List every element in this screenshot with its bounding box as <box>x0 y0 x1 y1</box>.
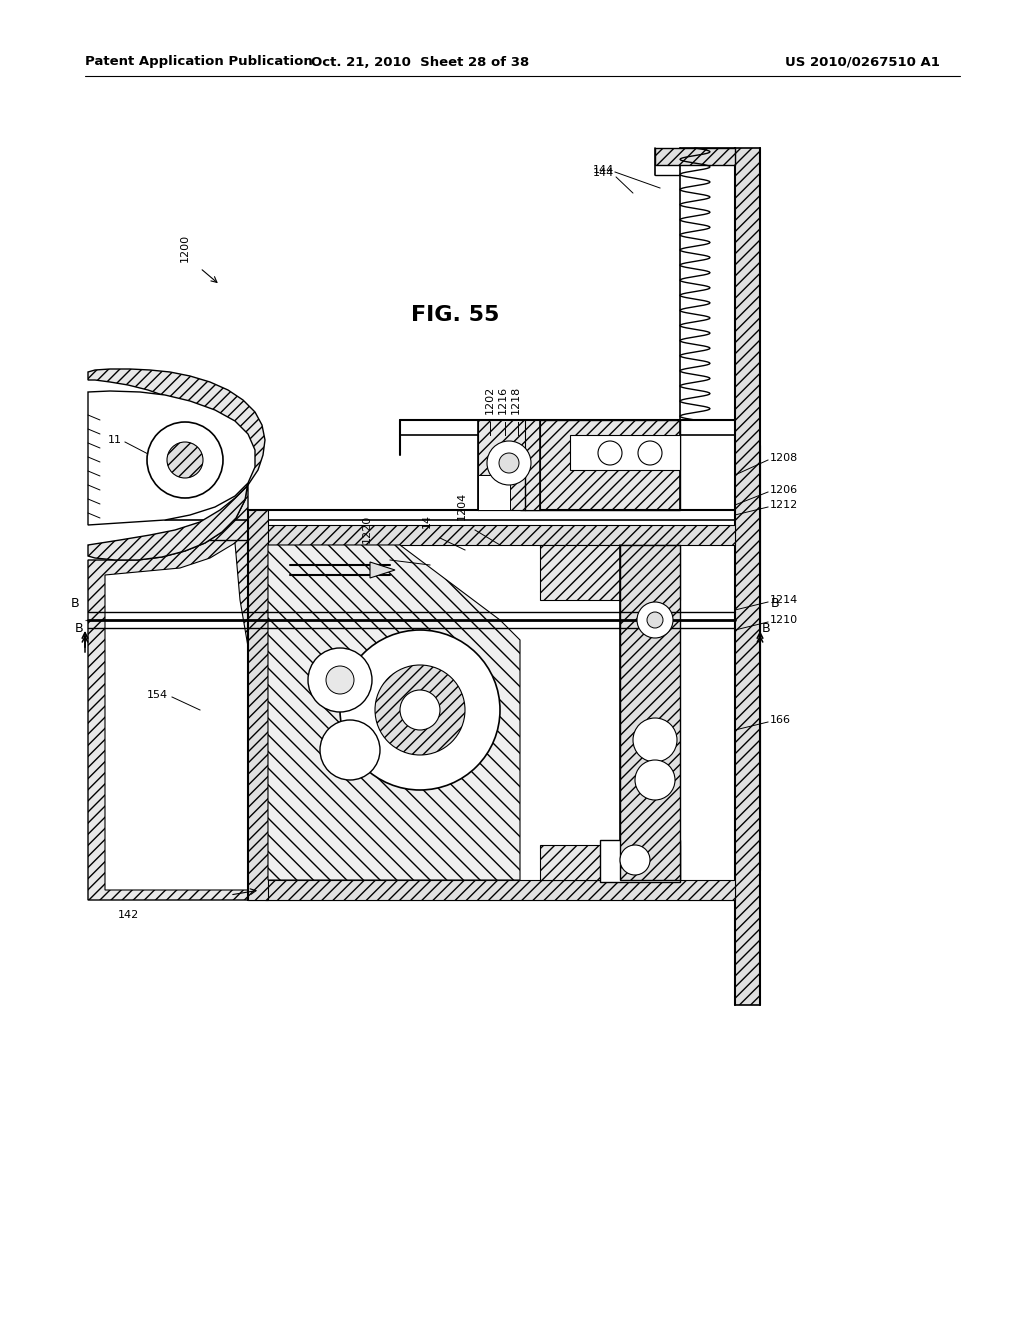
Polygon shape <box>105 543 380 890</box>
Text: FIG. 55: FIG. 55 <box>411 305 499 325</box>
Polygon shape <box>540 845 680 880</box>
Circle shape <box>340 630 500 789</box>
Text: US 2010/0267510 A1: US 2010/0267510 A1 <box>785 55 940 69</box>
Circle shape <box>635 760 675 800</box>
Text: Oct. 21, 2010  Sheet 28 of 38: Oct. 21, 2010 Sheet 28 of 38 <box>311 55 529 69</box>
Polygon shape <box>478 420 525 475</box>
Text: 1200: 1200 <box>180 234 190 263</box>
Text: 1210: 1210 <box>770 615 798 624</box>
Text: B: B <box>75 622 83 635</box>
Text: B: B <box>762 622 771 635</box>
Polygon shape <box>88 482 390 900</box>
Polygon shape <box>88 391 255 525</box>
Circle shape <box>319 719 380 780</box>
Circle shape <box>647 612 663 628</box>
Circle shape <box>375 665 465 755</box>
Text: 14: 14 <box>422 513 432 528</box>
Text: 11: 11 <box>108 436 122 445</box>
Polygon shape <box>520 420 680 510</box>
Circle shape <box>326 667 354 694</box>
Text: 144: 144 <box>593 168 614 178</box>
Polygon shape <box>268 545 520 880</box>
Text: 166: 166 <box>770 715 791 725</box>
Polygon shape <box>540 545 680 601</box>
Polygon shape <box>600 840 680 882</box>
Polygon shape <box>478 420 540 510</box>
Text: B: B <box>71 597 79 610</box>
Polygon shape <box>88 370 265 560</box>
Circle shape <box>638 441 662 465</box>
Text: 1218: 1218 <box>511 385 521 414</box>
Polygon shape <box>248 510 268 900</box>
Text: 1214: 1214 <box>770 595 799 605</box>
Circle shape <box>633 718 677 762</box>
Polygon shape <box>735 148 760 1005</box>
Polygon shape <box>655 148 735 165</box>
Circle shape <box>620 845 650 875</box>
Text: B: B <box>771 597 779 610</box>
Text: 1220: 1220 <box>362 515 372 543</box>
Text: 1206: 1206 <box>770 484 798 495</box>
Text: 1216: 1216 <box>498 385 508 414</box>
Polygon shape <box>478 475 510 510</box>
Circle shape <box>598 441 622 465</box>
Polygon shape <box>620 545 680 880</box>
Text: 154: 154 <box>146 690 168 700</box>
Polygon shape <box>370 562 395 578</box>
Circle shape <box>167 442 203 478</box>
Circle shape <box>147 422 223 498</box>
Polygon shape <box>265 880 735 900</box>
Text: 1212: 1212 <box>770 500 799 510</box>
Text: 142: 142 <box>118 909 138 920</box>
Circle shape <box>400 690 440 730</box>
Circle shape <box>308 648 372 711</box>
Text: 1204: 1204 <box>457 492 467 520</box>
Text: 1208: 1208 <box>770 453 799 463</box>
Polygon shape <box>265 525 735 545</box>
Circle shape <box>499 453 519 473</box>
Text: 1202: 1202 <box>485 385 495 414</box>
Text: 144: 144 <box>593 165 614 176</box>
Circle shape <box>637 602 673 638</box>
Text: Patent Application Publication: Patent Application Publication <box>85 55 312 69</box>
Circle shape <box>487 441 531 484</box>
Polygon shape <box>570 436 680 470</box>
